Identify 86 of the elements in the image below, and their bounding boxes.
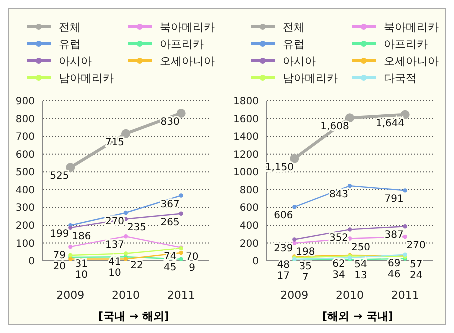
- data-label: 20: [53, 261, 66, 272]
- legend-label: 오세아니아: [384, 54, 439, 68]
- legend-label: 북아메리카: [160, 20, 215, 34]
- data-label: 10: [75, 270, 88, 281]
- data-label: 10: [108, 268, 122, 280]
- data-label: 235: [127, 222, 147, 234]
- y-tick-label: 100: [16, 238, 35, 250]
- data-label: 1,644: [376, 118, 405, 130]
- legend-label: 아시아: [283, 54, 316, 68]
- data-label: 1,608: [320, 122, 350, 133]
- y-tick-label: 400: [16, 185, 35, 196]
- data-label: 62: [332, 258, 346, 270]
- legend-label: 전체: [283, 20, 305, 34]
- data-label: 525: [50, 171, 70, 182]
- legend-label: 남아메리카: [283, 70, 338, 86]
- y-tick-label: 800: [16, 114, 35, 126]
- data-label: 57: [410, 259, 423, 270]
- x-tick-label: 2009: [280, 288, 309, 302]
- data-label: 31: [75, 258, 88, 270]
- y-tick-label: 900: [16, 96, 35, 108]
- data-label: 41: [108, 257, 122, 268]
- legend-label: 아시아: [59, 54, 92, 68]
- data-label: 1,150: [265, 162, 294, 174]
- data-label: 79: [53, 250, 66, 262]
- data-label: 13: [354, 270, 368, 282]
- x-tick-label: 2011: [167, 288, 196, 302]
- data-label: 46: [388, 269, 401, 280]
- legend-label: 아프리카: [384, 36, 428, 52]
- x-tick-label: 2009: [56, 288, 85, 302]
- data-label: 35: [299, 261, 312, 272]
- y-tick-label: 800: [240, 185, 259, 196]
- x-tick-label: 2011: [391, 288, 420, 302]
- data-label: 70: [186, 252, 199, 264]
- data-label: 843: [329, 190, 349, 201]
- y-tick-label: 400: [240, 220, 259, 232]
- data-label: 270: [406, 240, 426, 252]
- data-label: 199: [50, 229, 70, 240]
- data-label: 186: [72, 231, 92, 242]
- y-tick-label: 600: [240, 203, 259, 214]
- x-tick-label: 2010: [336, 288, 364, 302]
- y-tick-label: 200: [240, 238, 259, 250]
- data-label: 387: [384, 230, 404, 242]
- data-label: 830: [160, 116, 180, 128]
- x-axis-title: [해외 → 국내]: [322, 309, 394, 324]
- y-tick-label: 1600: [234, 114, 259, 126]
- y-tick-label: 700: [16, 132, 35, 144]
- legend-label: 유럽: [59, 36, 81, 52]
- data-label: 22: [130, 260, 144, 272]
- data-label: 45: [164, 262, 177, 274]
- y-tick-label: 1800: [234, 96, 259, 108]
- legend-label: 오세아니아: [160, 54, 215, 68]
- y-tick-label: 200: [16, 220, 35, 232]
- data-label: 69: [388, 258, 401, 270]
- data-label: 48: [277, 260, 290, 272]
- data-label: 198: [296, 246, 316, 258]
- y-tick-label: 1200: [234, 150, 259, 161]
- data-label: 17: [277, 271, 290, 282]
- data-label: 791: [384, 194, 404, 206]
- y-tick-label: 300: [16, 203, 35, 214]
- data-label: 137: [105, 240, 125, 252]
- legend-label: 남아메리카: [59, 70, 114, 86]
- y-tick-label: 1000: [234, 168, 259, 179]
- y-tick-label: 1400: [234, 132, 259, 144]
- data-label: 250: [351, 242, 371, 254]
- data-label: 265: [160, 217, 180, 228]
- data-label: 7: [302, 272, 309, 284]
- x-axis-title: [국내 → 해외]: [98, 309, 170, 324]
- data-label: 239: [274, 243, 294, 254]
- y-tick-label: 500: [16, 168, 35, 179]
- data-label: 9: [189, 263, 196, 274]
- data-label: 606: [274, 210, 294, 222]
- data-label: 715: [105, 137, 125, 148]
- y-tick-label: 0: [252, 256, 259, 268]
- y-tick-label: 0: [28, 256, 35, 268]
- data-label: 352: [329, 233, 349, 244]
- legend-label: 전체: [59, 20, 81, 34]
- data-label: 24: [410, 270, 423, 282]
- y-tick-label: 600: [16, 150, 35, 161]
- data-label: 367: [160, 199, 180, 210]
- legend-label: 유럽: [283, 36, 305, 52]
- legend-label: 다국적: [384, 70, 417, 86]
- data-label: 34: [332, 270, 346, 281]
- legend-label: 아프리카: [160, 36, 204, 52]
- x-tick-label: 2010: [112, 288, 140, 302]
- data-label: 54: [354, 260, 368, 271]
- legend-label: 북아메리카: [384, 20, 439, 34]
